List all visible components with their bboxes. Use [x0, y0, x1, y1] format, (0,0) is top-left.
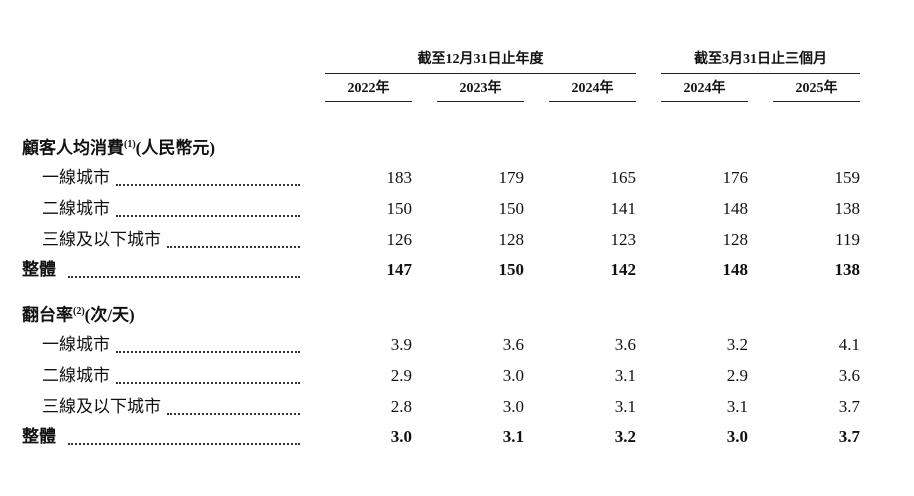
column-rule	[773, 101, 860, 102]
cell-value: 138	[834, 199, 861, 218]
cell-value: 4.1	[838, 335, 860, 354]
column-rule	[437, 101, 524, 102]
title-text: 顧客人均消費	[22, 138, 124, 158]
row-label: 整體	[22, 260, 56, 279]
row-label: 一線城市	[42, 168, 110, 187]
cell-value: 165	[610, 168, 637, 187]
column-header: 2024年	[571, 81, 614, 96]
cell-value: 179	[498, 168, 525, 187]
cell-value: 3.0	[502, 397, 524, 416]
unit: (次/天)	[84, 305, 135, 325]
cell-value: 3.7	[838, 427, 860, 446]
column-header: 2024年	[683, 81, 726, 96]
cell-value: 3.0	[726, 427, 748, 446]
group-header: 截至12月31日止年度	[417, 52, 544, 67]
dot-leader	[116, 184, 300, 186]
cell-value: 150	[386, 199, 413, 218]
cell-value: 150	[498, 260, 525, 279]
cell-value: 3.1	[726, 397, 748, 416]
cell-value: 123	[610, 230, 637, 249]
group-rule	[661, 73, 860, 74]
cell-value: 3.1	[614, 397, 636, 416]
group-header: 截至3月31日止三個月	[694, 52, 827, 67]
cell-value: 3.2	[614, 427, 636, 446]
footnote-ref: (2)	[73, 306, 85, 317]
cell-value: 126	[386, 230, 413, 249]
section-title: 翻台率(2)(次/天)	[22, 302, 135, 326]
row-label: 二線城市	[42, 199, 110, 218]
dot-leader	[68, 276, 300, 278]
cell-value: 3.6	[502, 335, 524, 354]
cell-value: 150	[498, 199, 525, 218]
cell-value: 2.9	[726, 366, 748, 385]
cell-value: 3.9	[390, 335, 412, 354]
column-rule	[661, 101, 748, 102]
group-rule	[325, 73, 636, 74]
dot-leader	[167, 246, 300, 248]
cell-value: 3.6	[614, 335, 636, 354]
row-label: 三線及以下城市	[42, 397, 161, 416]
column-header: 2023年	[459, 81, 502, 96]
cell-value: 147	[386, 260, 413, 279]
dot-leader	[68, 443, 300, 445]
column-rule	[549, 101, 636, 102]
cell-value: 3.0	[390, 427, 412, 446]
cell-value: 3.1	[502, 427, 524, 446]
cell-value: 148	[722, 260, 749, 279]
cell-value: 3.1	[614, 366, 636, 385]
dot-leader	[116, 382, 300, 384]
dot-leader	[116, 351, 300, 353]
row-label: 二線城市	[42, 366, 110, 385]
column-header: 2025年	[795, 81, 838, 96]
cell-value: 119	[835, 230, 860, 249]
row-label: 一線城市	[42, 335, 110, 354]
cell-value: 141	[610, 199, 637, 218]
unit: (人民幣元)	[135, 138, 215, 158]
cell-value: 148	[722, 199, 749, 218]
cell-value: 3.0	[502, 366, 524, 385]
cell-value: 159	[834, 168, 861, 187]
cell-value: 138	[834, 260, 861, 279]
section-title: 顧客人均消費(1)(人民幣元)	[22, 135, 215, 159]
title-text: 翻台率	[22, 305, 73, 325]
column-rule	[325, 101, 412, 102]
cell-value: 3.6	[838, 366, 860, 385]
cell-value: 3.2	[726, 335, 748, 354]
cell-value: 3.7	[838, 397, 860, 416]
dot-leader	[167, 413, 300, 415]
cell-value: 128	[498, 230, 525, 249]
cell-value: 142	[610, 260, 637, 279]
row-label: 整體	[22, 427, 56, 446]
cell-value: 176	[722, 168, 749, 187]
cell-value: 128	[722, 230, 749, 249]
row-label: 三線及以下城市	[42, 230, 161, 249]
cell-value: 183	[386, 168, 413, 187]
column-header: 2022年	[347, 81, 390, 96]
cell-value: 2.9	[390, 366, 412, 385]
footnote-ref: (1)	[124, 139, 136, 150]
cell-value: 2.8	[390, 397, 412, 416]
dot-leader	[116, 215, 300, 217]
